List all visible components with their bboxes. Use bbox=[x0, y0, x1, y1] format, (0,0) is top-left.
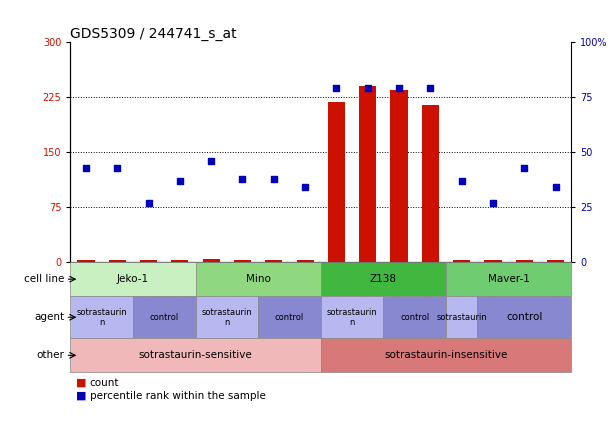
Text: ■: ■ bbox=[76, 390, 87, 401]
Point bbox=[425, 85, 435, 92]
Bar bbox=[109, 260, 126, 262]
Bar bbox=[78, 260, 95, 262]
Bar bbox=[516, 260, 533, 262]
Text: sotrastaurin: sotrastaurin bbox=[436, 313, 487, 322]
Text: Maver-1: Maver-1 bbox=[488, 274, 530, 284]
Point bbox=[457, 178, 467, 184]
Bar bbox=[390, 90, 408, 262]
Point bbox=[488, 200, 498, 206]
Bar bbox=[422, 104, 439, 262]
Text: count: count bbox=[90, 378, 119, 388]
Bar bbox=[446, 296, 477, 338]
Bar bbox=[453, 260, 470, 262]
Bar bbox=[70, 338, 321, 372]
Bar bbox=[70, 296, 133, 338]
Text: sotrastaurin-insensitive: sotrastaurin-insensitive bbox=[384, 350, 508, 360]
Bar bbox=[321, 296, 384, 338]
Bar bbox=[133, 296, 196, 338]
Point bbox=[300, 184, 310, 191]
Text: control: control bbox=[400, 313, 430, 322]
Bar bbox=[547, 260, 564, 262]
Text: control: control bbox=[506, 312, 543, 322]
Bar bbox=[258, 296, 321, 338]
Bar bbox=[321, 338, 571, 372]
Point bbox=[144, 200, 153, 206]
Bar bbox=[203, 258, 220, 262]
Text: other: other bbox=[36, 350, 64, 360]
Point bbox=[363, 85, 373, 92]
Bar bbox=[196, 296, 258, 338]
Bar bbox=[477, 296, 571, 338]
Text: cell line: cell line bbox=[24, 274, 64, 284]
Point bbox=[175, 178, 185, 184]
Bar bbox=[296, 260, 313, 262]
Text: Z138: Z138 bbox=[370, 274, 397, 284]
Text: sotrastaurin-sensitive: sotrastaurin-sensitive bbox=[139, 350, 252, 360]
Bar bbox=[384, 296, 446, 338]
Text: control: control bbox=[275, 313, 304, 322]
Text: percentile rank within the sample: percentile rank within the sample bbox=[90, 390, 266, 401]
Bar bbox=[70, 262, 196, 296]
Bar bbox=[265, 260, 282, 262]
Point bbox=[81, 164, 91, 171]
Bar bbox=[321, 262, 446, 296]
Text: Mino: Mino bbox=[246, 274, 271, 284]
Text: control: control bbox=[150, 313, 179, 322]
Text: agent: agent bbox=[34, 312, 64, 322]
Point bbox=[332, 85, 342, 92]
Bar bbox=[140, 260, 157, 262]
Bar bbox=[196, 262, 321, 296]
Point bbox=[269, 175, 279, 182]
Point bbox=[207, 158, 216, 165]
Bar bbox=[328, 102, 345, 262]
Text: Jeko-1: Jeko-1 bbox=[117, 274, 149, 284]
Text: sotrastaurin
n: sotrastaurin n bbox=[76, 308, 127, 327]
Point bbox=[551, 184, 560, 191]
Point bbox=[112, 164, 122, 171]
Text: GDS5309 / 244741_s_at: GDS5309 / 244741_s_at bbox=[70, 27, 237, 41]
Point bbox=[394, 85, 404, 92]
Text: sotrastaurin
n: sotrastaurin n bbox=[202, 308, 252, 327]
Bar bbox=[446, 262, 571, 296]
Point bbox=[519, 164, 529, 171]
Bar bbox=[359, 86, 376, 262]
Bar bbox=[234, 260, 251, 262]
Text: ■: ■ bbox=[76, 378, 87, 388]
Text: sotrastaurin
n: sotrastaurin n bbox=[327, 308, 378, 327]
Bar bbox=[171, 260, 188, 262]
Bar bbox=[485, 260, 502, 262]
Point bbox=[238, 175, 247, 182]
